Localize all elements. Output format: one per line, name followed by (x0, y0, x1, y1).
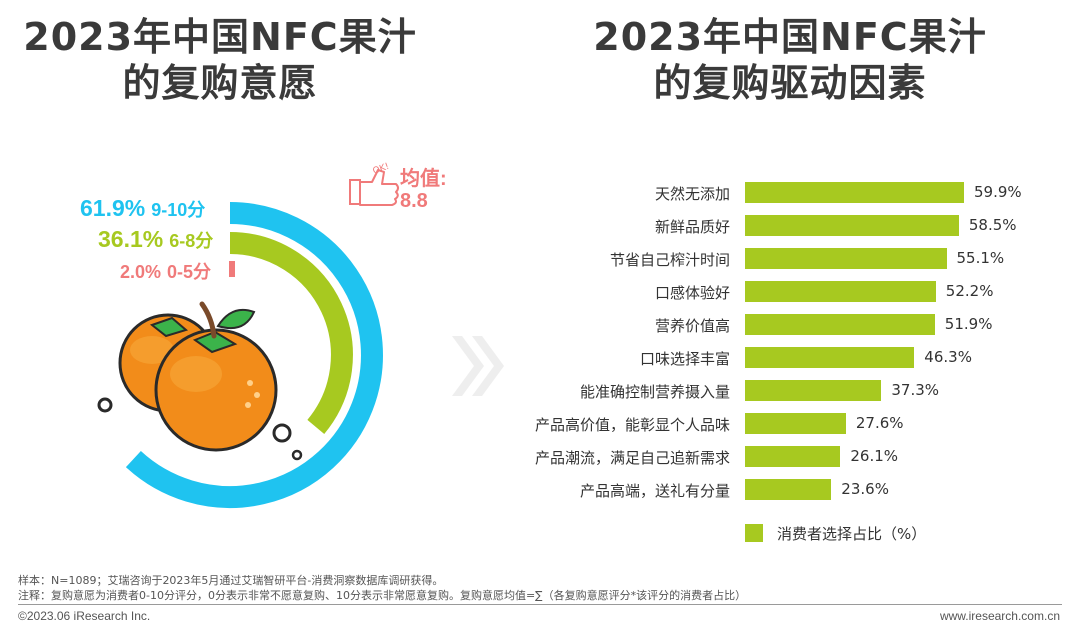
bar-value-label: 51.9% (944, 315, 993, 333)
bar-category-label: 能准确控制营养摄入量 (579, 383, 730, 401)
average-score: 均值: 8.8 (400, 168, 447, 212)
left-title-line1: 2023年中国NFC果汁 (23, 15, 417, 59)
bar-category-label: 新鲜品质好 (654, 218, 730, 236)
bar-value-label: 26.1% (850, 447, 899, 465)
bar-category-label: 产品高端，送礼有分量 (579, 482, 730, 500)
bar-value-label: 59.9% (974, 183, 1022, 201)
bar-value-label: 46.3% (924, 348, 972, 366)
bar (745, 248, 947, 269)
arc-6-8 (229, 232, 353, 434)
bar (745, 347, 915, 368)
bar-category-label: 口感体验好 (654, 284, 730, 302)
right-title-line2: 的复购驱动因素 (653, 61, 927, 105)
bar-value-label: 55.1% (956, 249, 1005, 267)
bar-value-label: 23.6% (841, 480, 889, 498)
legend-0-5: 2.0% 0-5分 (120, 258, 211, 284)
bar-value-label: 27.6% (855, 414, 904, 432)
bar (745, 446, 841, 467)
bar (745, 413, 846, 434)
legend-9-10-pct: 61.9% (80, 195, 146, 221)
legend-9-10: 61.9% 9-10分 (80, 195, 205, 222)
bar (745, 281, 936, 302)
ok-badge-text: OK! (372, 162, 391, 177)
legend-6-8: 36.1% 6-8分 (98, 226, 213, 253)
bar-value-label: 37.3% (891, 381, 940, 399)
series-legend-label: 消费者选择占比（%） (777, 525, 927, 543)
bar-value-label: 58.5% (968, 216, 1017, 234)
bar-value-label: 52.2% (945, 282, 994, 300)
bar (745, 380, 882, 401)
arc-0-5-marker (229, 261, 235, 277)
left-title-line2: 的复购意愿 (122, 61, 318, 105)
bar-category-label: 节省自己榨汁时间 (609, 251, 730, 269)
bar (745, 479, 832, 500)
bar-category-label: 产品高价值，能彰显个人品味 (534, 416, 730, 434)
thumbs-up-icon: OK! (349, 162, 399, 206)
copyright: ©2023.06 iResearch Inc. (18, 609, 151, 623)
legend-6-8-range: 6-8分 (169, 231, 214, 251)
legend-0-5-range: 0-5分 (167, 262, 212, 282)
right-chart-title: 2023年中国NFC果汁 的复购驱动因素 (560, 14, 1020, 106)
bar (745, 182, 964, 203)
website-url: www.iresearch.com.cn (939, 609, 1060, 623)
orange-illustration-icon (97, 301, 303, 461)
legend-0-5-pct: 2.0% (120, 262, 162, 282)
bar-category-label: 营养价值高 (654, 317, 730, 335)
bar (745, 314, 935, 335)
footer-divider (18, 604, 1062, 605)
bar (745, 215, 959, 236)
legend-9-10-range: 9-10分 (151, 200, 206, 220)
sample-note: 样本：N=1089；艾瑞咨询于2023年5月通过艾瑞智研平台-消费洞察数据库调研… (18, 574, 444, 587)
legend-6-8-pct: 36.1% (98, 226, 164, 252)
series-legend-swatch (745, 524, 763, 542)
chevron-double-right-icon (452, 336, 504, 396)
right-title-line1: 2023年中国NFC果汁 (593, 15, 987, 59)
left-chart-title: 2023年中国NFC果汁 的复购意愿 (20, 14, 420, 106)
bar-category-label: 产品潮流，满足自己追新需求 (534, 449, 730, 467)
definition-note: 注释：复购意愿为消费者0-10分评分，0分表示非常不愿意复购、10分表示非常愿意… (18, 589, 747, 602)
arc-9-10 (125, 202, 383, 508)
bar-category-label: 口味选择丰富 (639, 350, 730, 368)
average-label: 均值: (400, 168, 447, 190)
average-value: 8.8 (400, 190, 428, 212)
bar-category-label: 天然无添加 (654, 185, 730, 203)
